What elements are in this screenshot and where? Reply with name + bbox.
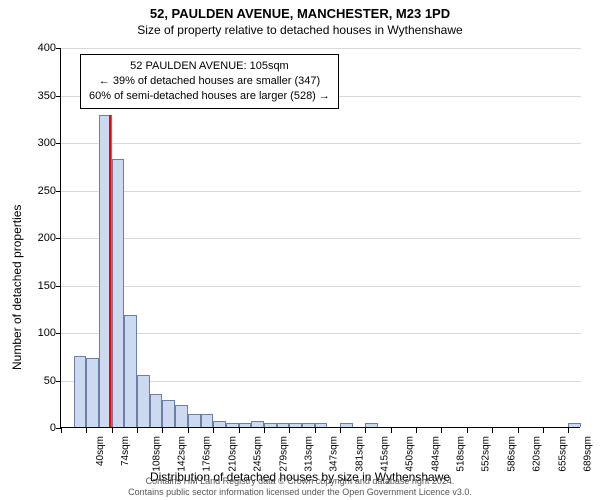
x-tick-mark xyxy=(137,428,138,433)
histogram-bar xyxy=(150,394,163,427)
x-tick-mark xyxy=(543,428,544,433)
x-tick-mark xyxy=(518,428,519,433)
annotation-line3: 60% of semi-detached houses are larger (… xyxy=(89,89,330,104)
x-tick-mark xyxy=(340,428,341,433)
y-tick-mark xyxy=(56,286,61,287)
x-tick-label: 415sqm xyxy=(380,436,391,472)
x-tick-label: 210sqm xyxy=(227,436,238,472)
x-tick-mark xyxy=(391,428,392,433)
histogram-bar xyxy=(340,423,353,427)
x-tick-label: 552sqm xyxy=(481,436,492,472)
x-tick-label: 689sqm xyxy=(583,436,594,472)
histogram-bar xyxy=(213,421,226,427)
x-tick-mark xyxy=(365,428,366,433)
x-tick-label: 40sqm xyxy=(95,436,106,466)
histogram-bar xyxy=(302,423,315,427)
y-tick-label: 250 xyxy=(16,185,56,197)
y-tick-label: 200 xyxy=(16,232,56,244)
histogram-bar xyxy=(315,423,328,427)
x-tick-mark xyxy=(289,428,290,433)
y-tick-mark xyxy=(56,191,61,192)
x-tick-label: 450sqm xyxy=(405,436,416,472)
gridline xyxy=(61,238,581,239)
histogram-bar xyxy=(175,405,188,427)
x-tick-mark xyxy=(86,428,87,433)
y-tick-mark xyxy=(56,238,61,239)
histogram-bar xyxy=(239,423,252,427)
y-tick-label: 50 xyxy=(16,375,56,387)
y-tick-mark xyxy=(56,381,61,382)
x-tick-label: 108sqm xyxy=(151,436,162,472)
x-tick-label: 347sqm xyxy=(329,436,340,472)
property-marker-line xyxy=(109,115,111,427)
x-tick-mark xyxy=(467,428,468,433)
annotation-line2: ← 39% of detached houses are smaller (34… xyxy=(89,74,330,89)
histogram-bar xyxy=(124,315,137,427)
x-tick-mark xyxy=(61,428,62,433)
y-tick-label: 150 xyxy=(16,280,56,292)
y-tick-label: 0 xyxy=(16,422,56,434)
histogram-bar xyxy=(112,159,125,427)
gridline xyxy=(61,286,581,287)
y-tick-label: 300 xyxy=(16,137,56,149)
footer-line1: Contains HM Land Registry data © Crown c… xyxy=(0,476,600,487)
histogram-bar xyxy=(264,423,277,427)
x-tick-label: 620sqm xyxy=(532,436,543,472)
x-tick-mark xyxy=(162,428,163,433)
x-tick-label: 74sqm xyxy=(120,436,131,466)
gridline xyxy=(61,48,581,49)
y-tick-mark xyxy=(56,333,61,334)
x-tick-mark xyxy=(188,428,189,433)
annotation-callout: 52 PAULDEN AVENUE: 105sqm ← 39% of detac… xyxy=(80,54,339,109)
x-tick-label: 142sqm xyxy=(177,436,188,472)
histogram-bar xyxy=(289,423,302,427)
x-tick-mark xyxy=(213,428,214,433)
x-tick-label: 176sqm xyxy=(202,436,213,472)
x-tick-mark xyxy=(112,428,113,433)
chart-subtitle: Size of property relative to detached ho… xyxy=(0,23,600,37)
x-tick-label: 313sqm xyxy=(304,436,315,472)
histogram-bar xyxy=(365,423,378,427)
histogram-bar xyxy=(251,421,264,427)
histogram-bar xyxy=(86,358,99,427)
histogram-bar xyxy=(188,414,201,427)
gridline xyxy=(61,143,581,144)
y-tick-mark xyxy=(56,48,61,49)
footer-line2: Contains public sector information licen… xyxy=(0,487,600,498)
x-tick-label: 518sqm xyxy=(456,436,467,472)
x-tick-mark xyxy=(264,428,265,433)
footer-attribution: Contains HM Land Registry data © Crown c… xyxy=(0,476,600,498)
x-tick-label: 586sqm xyxy=(506,436,517,472)
y-tick-mark xyxy=(56,96,61,97)
y-tick-label: 350 xyxy=(16,90,56,102)
histogram-bar xyxy=(137,375,150,427)
annotation-line1: 52 PAULDEN AVENUE: 105sqm xyxy=(89,59,330,74)
x-tick-label: 484sqm xyxy=(430,436,441,472)
gridline xyxy=(61,191,581,192)
y-tick-label: 400 xyxy=(16,42,56,54)
gridline xyxy=(61,333,581,334)
histogram-bar xyxy=(226,423,239,427)
x-tick-mark xyxy=(441,428,442,433)
x-tick-label: 655sqm xyxy=(557,436,568,472)
x-tick-label: 245sqm xyxy=(253,436,264,472)
x-tick-label: 381sqm xyxy=(354,436,365,472)
histogram-bar xyxy=(74,356,87,427)
y-tick-label: 100 xyxy=(16,327,56,339)
x-tick-mark xyxy=(568,428,569,433)
x-tick-mark xyxy=(239,428,240,433)
histogram-bar xyxy=(277,423,290,427)
x-tick-label: 279sqm xyxy=(278,436,289,472)
x-tick-mark xyxy=(416,428,417,433)
chart-title-address: 52, PAULDEN AVENUE, MANCHESTER, M23 1PD xyxy=(0,6,600,21)
histogram-bar xyxy=(162,400,175,427)
y-tick-mark xyxy=(56,143,61,144)
histogram-bar xyxy=(568,423,581,427)
x-tick-mark xyxy=(315,428,316,433)
histogram-bar xyxy=(201,414,214,427)
x-tick-mark xyxy=(492,428,493,433)
